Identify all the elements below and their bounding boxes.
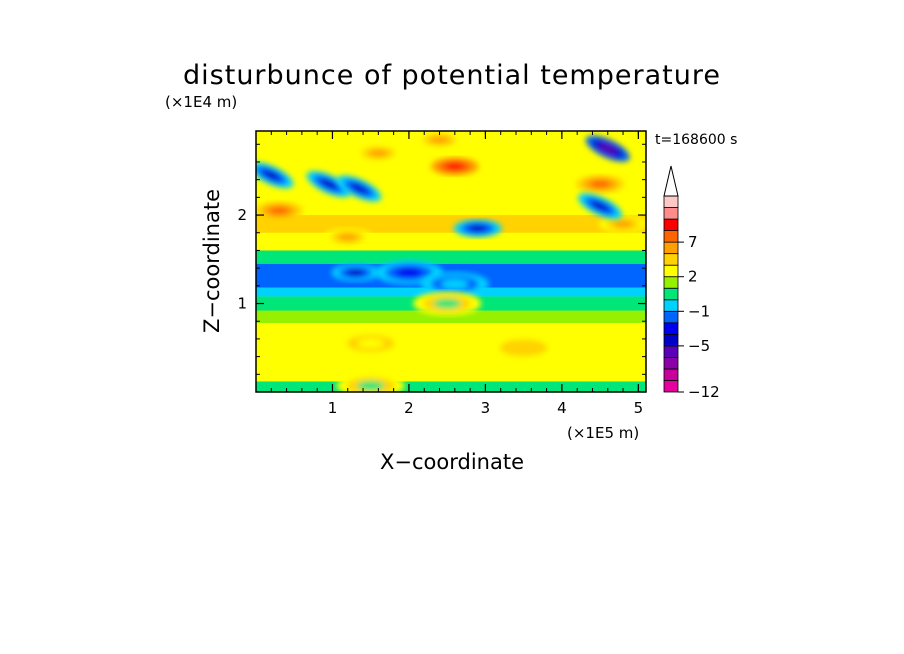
x-tick-label: 3: [481, 399, 491, 417]
colorbar: −12−5−127: [663, 165, 720, 401]
colorbar-extend-max: [663, 165, 679, 197]
x-unit-label: (×1E5 m): [567, 424, 639, 442]
colorbar-segment: [663, 276, 679, 289]
heatmap-feature: [323, 228, 372, 247]
heatmap-band: [256, 232, 646, 251]
colorbar-segment: [663, 345, 679, 358]
colorbar-segment: [663, 310, 679, 324]
heatmap-feature: [336, 331, 405, 356]
x-tick-label: 1: [328, 399, 338, 417]
heatmap-feature: [585, 135, 630, 162]
heatmap-feature: [415, 131, 464, 149]
colorbar-segment: [663, 207, 679, 220]
colorbar-label: 2: [688, 268, 698, 286]
x-tick-label: 4: [557, 399, 567, 417]
colorbar-segment: [663, 299, 679, 312]
heatmap-feature: [256, 162, 294, 189]
heatmap-feature: [337, 175, 382, 202]
x-axis-label: X−coordinate: [380, 450, 524, 474]
colorbar-segment: [663, 333, 679, 347]
heatmap-band: [256, 367, 646, 382]
heatmap-feature: [331, 263, 380, 282]
x-axis: 1 2 3 4 5: [270, 131, 644, 417]
y-axis-label: Z−coordinate: [200, 189, 224, 333]
heatmap-feature: [576, 175, 625, 194]
heatmap-band: [256, 381, 646, 392]
y-tick-label: 1: [237, 295, 247, 313]
heatmap-feature: [578, 193, 623, 220]
colorbar-segment: [663, 380, 679, 393]
heatmap-band: [256, 215, 646, 233]
heatmap-feature: [453, 219, 502, 238]
heatmap-band: [256, 197, 646, 216]
heatmap-feature: [413, 291, 482, 316]
colorbar-segment: [663, 368, 679, 381]
colorbar-label: −1: [688, 302, 710, 320]
y-tick-label: 2: [237, 206, 247, 224]
colorbar-segment: [663, 322, 679, 335]
heatmap-features: [256, 131, 646, 392]
chart-title: disturbunce of potential temperature: [183, 60, 721, 91]
heatmap-feature: [336, 373, 405, 392]
heatmap-band: [256, 250, 646, 264]
heatmap-feature: [256, 201, 303, 220]
heatmap-band: [256, 337, 646, 368]
heatmap-feature: [430, 157, 479, 176]
heatmap-feature: [306, 171, 351, 198]
heatmap-feature: [420, 272, 489, 297]
colorbar-label: −5: [688, 337, 710, 355]
time-label: t=168600 s: [655, 132, 737, 148]
colorbar-segment: [663, 218, 679, 231]
colorbar-segment: [663, 195, 679, 208]
heatmap-feature: [599, 214, 646, 233]
colorbar-segment: [663, 230, 679, 243]
colorbar-segment: [663, 253, 679, 266]
heatmap-band: [256, 322, 646, 338]
colorbar-segment: [663, 264, 679, 278]
heatmap-band: [256, 310, 646, 323]
colorbar-segment: [663, 241, 679, 255]
x-tick-label: 5: [634, 399, 644, 417]
x-tick-label: 2: [404, 399, 414, 417]
colorbar-label: 7: [688, 233, 698, 251]
heatmap-feature: [489, 335, 558, 360]
colorbar-segment: [663, 287, 679, 301]
y-axis: 12: [237, 143, 646, 375]
heatmap-feature: [354, 144, 403, 163]
heatmap-field: [256, 131, 646, 392]
colorbar-label: −12: [688, 383, 720, 401]
y-unit-label: (×1E4 m): [165, 93, 237, 111]
plot-frame: [255, 130, 647, 393]
colorbar-segment: [663, 357, 679, 370]
